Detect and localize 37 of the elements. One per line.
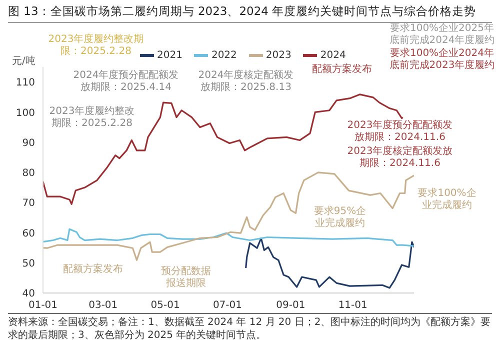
legend-label: 2024	[320, 50, 346, 61]
annotation: 2023年度核定配额发放期限：2024.11.6	[346, 146, 454, 170]
text: 要求100%企业完成履约	[416, 188, 478, 212]
y-tick-label: 40	[22, 288, 35, 300]
y-tick-label: 100	[16, 108, 35, 119]
chart-title: 图 13：全国碳市场第二履约周期与 2023、2024 年度履约关键时间节点与综合价格走势	[8, 4, 492, 23]
x-tick-label: 05-01	[150, 300, 180, 312]
y-tick-label: 80	[22, 168, 35, 180]
line-series	[43, 172, 414, 261]
x-tick-label: 03-01	[88, 300, 118, 312]
text: 2023年度履约整改期限：2025.2.28	[48, 34, 144, 58]
annotation: 2023年度履约整改期限：2025.2.28	[48, 106, 136, 130]
annotation: 要求95%企业完成履约	[312, 206, 368, 230]
y-tick-label: 60	[22, 228, 35, 240]
annotation: 配额方案发布	[311, 64, 373, 76]
text: 要求100%企业2025年底前完成2024年度履约	[388, 23, 496, 47]
x-tick-label: 01-01	[28, 300, 58, 312]
y-tick-label: 70	[22, 198, 35, 210]
line-series	[43, 228, 414, 247]
annotation: 2024年度核定配额发放期限：2025.8.13	[197, 70, 295, 94]
legend-label: 2021	[157, 50, 182, 61]
text: 资料来源：全国碳交易；备注：1、数据截至 2024 年 12 月 20 日；2、图中标注的时间均为《配额方案》要求的最后期限；3、灰色部分为 2025 年的关键时间节点。	[8, 313, 492, 342]
y-tick-label: 90	[22, 138, 35, 149]
line-series	[245, 237, 414, 289]
x-tick-label: 07-01	[212, 300, 242, 312]
annotation: 要求100%企业2024年底前完成2023年度履约	[388, 48, 496, 72]
x-tick-label: 09-01	[276, 300, 306, 312]
annotation: 2024年度预分配配额发放期限：2025.4.14	[72, 70, 180, 94]
annotation: 配额方案发布	[62, 264, 124, 276]
y-tick-label: 50	[22, 258, 35, 270]
x-tick-label: 11-01	[338, 300, 368, 312]
legend-label: 2023	[266, 50, 292, 61]
annotation: 预分配数据报送期限	[160, 266, 212, 290]
y-axis-title: 元/吨	[12, 54, 36, 68]
legend-label: 2022	[211, 50, 237, 61]
y-tick-label: 110	[16, 78, 35, 89]
annotation: 2023年度预分配配额发放期限：2024.11.6	[346, 120, 454, 144]
